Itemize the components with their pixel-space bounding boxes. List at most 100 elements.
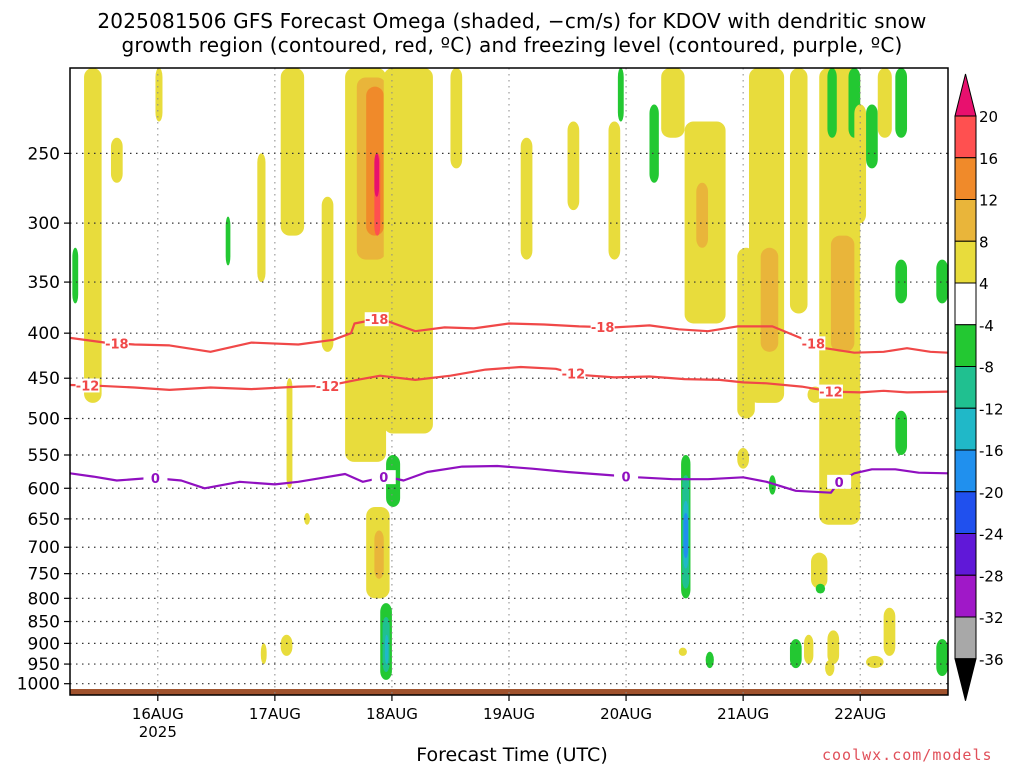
omega-region [936, 639, 948, 676]
colorbar-label: -20 [979, 484, 1004, 502]
omega-region [384, 634, 389, 665]
omega-region [617, 68, 624, 122]
omega-region [567, 121, 580, 211]
colorbar-label: -12 [979, 400, 1004, 418]
colorbar: 20 16 12 8 4 -4 -8 -12 -16 -20 -24 -28 -32 -36 [954, 73, 1004, 701]
y-tick-label: 350 [28, 273, 60, 293]
y-tick-label: 850 [28, 613, 60, 633]
omega-region [895, 259, 908, 304]
colorbar-bottom-arrow [954, 658, 977, 701]
omega-region [768, 475, 776, 495]
omega-region [883, 607, 896, 656]
contour-label: -12 [76, 379, 100, 394]
colorbar-segment [954, 574, 977, 618]
contour-label: 0 [835, 476, 844, 491]
contour-label: 0 [151, 472, 160, 487]
x-tick-label: 17AUG [249, 705, 301, 723]
omega-region [827, 68, 837, 138]
omega-region [683, 512, 689, 559]
omega-region [854, 104, 867, 224]
omega-region [374, 530, 384, 579]
omega-region [866, 104, 878, 169]
y-tick-label: 600 [28, 479, 60, 499]
y-tick-label: 1000 [17, 675, 60, 695]
colorbar-label: 4 [979, 275, 989, 293]
colorbar-label: 16 [979, 150, 998, 168]
omega-region [815, 583, 826, 594]
contour-label-bg [590, 320, 615, 335]
contour-label: -18 [105, 337, 129, 352]
x-tick-label: 18AUG [366, 705, 418, 723]
x-tick-label: 21AUG [717, 705, 769, 723]
contour-label-bg [614, 469, 639, 484]
omega-region [705, 651, 714, 669]
contour-label: -12 [562, 367, 586, 382]
omega-region [280, 68, 305, 236]
omega-region [830, 235, 855, 352]
colorbar-label: -36 [979, 651, 1004, 669]
x-tick-sublabel: 2025 [139, 723, 177, 741]
y-tick-label: 500 [28, 410, 60, 430]
contour-line [70, 365, 948, 394]
y-tick-label: 550 [28, 446, 60, 466]
colorbar-segment [954, 115, 977, 159]
colorbar-segment [954, 324, 977, 367]
omega-region [760, 247, 779, 352]
omega-region [520, 137, 533, 260]
omega-region [789, 639, 802, 669]
colorbar-segment [954, 533, 977, 576]
x-axis-label: Forecast Time (UTC) [416, 744, 608, 766]
colorbar-segment [954, 616, 977, 660]
contour-label-bg [561, 366, 586, 381]
colorbar-label: 8 [979, 233, 989, 251]
contour-label-bg [818, 384, 843, 399]
omega-region [260, 643, 267, 665]
x-tick-label: 16AUG [132, 705, 184, 723]
omega-region [286, 378, 293, 489]
contour-label-bg [143, 471, 168, 486]
contour-label: -12 [316, 380, 340, 395]
colorbar-top-arrow [954, 73, 977, 117]
omega-region [811, 552, 828, 589]
omega-region [661, 68, 685, 138]
grid-lines [70, 68, 948, 695]
omega-region [789, 68, 808, 314]
contour-label-bg [827, 474, 852, 489]
omega-region [257, 153, 266, 283]
contour-label: -18 [802, 337, 826, 352]
contour-label: -12 [819, 386, 843, 401]
colorbar-label: -24 [979, 526, 1004, 544]
omega-region [827, 630, 840, 665]
omega-region [304, 512, 310, 525]
y-tick-label: 250 [28, 144, 60, 164]
y-tick-label: 900 [28, 634, 60, 654]
omega-region [877, 68, 892, 138]
x-tick-label: 19AUG [483, 705, 535, 723]
colorbar-label: 12 [979, 192, 998, 210]
colorbar-segment [954, 491, 977, 534]
y-axis: 2503003504004505005506006507007508008509… [17, 144, 70, 695]
contour-label-bg [104, 336, 129, 351]
colorbar-label: 20 [979, 108, 998, 126]
y-tick-label: 800 [28, 589, 60, 609]
omega-region [649, 104, 659, 183]
contour-label: -18 [365, 313, 389, 328]
y-tick-label: 950 [28, 655, 60, 675]
omega-region [155, 68, 163, 122]
y-tick-label: 700 [28, 538, 60, 558]
colorbar-label: -8 [979, 359, 994, 377]
omega-region [748, 68, 785, 403]
omega-region [110, 137, 123, 183]
chart-title-line-2: growth region (contoured, red, ºC) and f… [121, 33, 903, 57]
colorbar-segment [954, 157, 977, 200]
omega-region [936, 259, 948, 304]
omega-region [895, 410, 908, 455]
credit-text: coolwx.com/models [822, 746, 993, 764]
y-tick-label: 450 [28, 369, 60, 389]
omega-region [321, 196, 334, 352]
omega-region [225, 216, 231, 266]
contour-label-bg [364, 312, 389, 327]
y-tick-label: 300 [28, 214, 60, 234]
